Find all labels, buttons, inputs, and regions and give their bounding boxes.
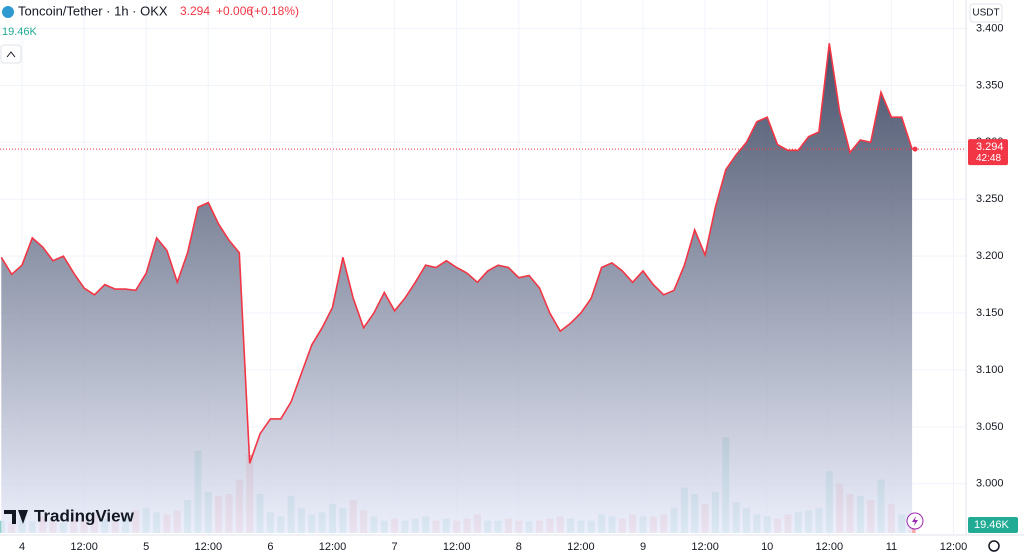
currency-button[interactable] xyxy=(969,3,1003,23)
x-tick-label: 5 xyxy=(143,541,149,553)
y-tick-label: 3.150 xyxy=(976,307,1004,319)
x-tick-label: 12:00 xyxy=(816,541,844,553)
header-price: 3.294 xyxy=(180,4,210,18)
symbol: Toncoin/Tether · 1h · OKX xyxy=(18,3,168,18)
price-badge-countdown: 42:48 xyxy=(976,153,1001,164)
collapse-button[interactable] xyxy=(0,44,22,64)
x-tick-label: 10 xyxy=(761,541,773,553)
x-tick-label: 12:00 xyxy=(319,541,347,553)
y-tick-label: 3.000 xyxy=(976,478,1004,490)
y-tick-label: 3.050 xyxy=(976,421,1004,433)
tv-logo xyxy=(4,510,28,524)
x-tick-label: 9 xyxy=(640,541,646,553)
x-tick-label: 12:00 xyxy=(443,541,471,553)
y-tick-label: 3.100 xyxy=(976,364,1004,376)
volume-badge xyxy=(968,517,1018,533)
plot xyxy=(0,43,966,534)
y-tick-label: 3.400 xyxy=(976,22,1004,34)
axes: 3.0003.0503.1003.1503.2003.2503.3003.350… xyxy=(19,22,1018,553)
y-tick-label: 3.200 xyxy=(976,250,1004,262)
currency: USDT xyxy=(972,8,999,19)
x-tick-label: 7 xyxy=(392,541,398,553)
alert-bolt xyxy=(912,516,918,526)
header-volume: 19.46K xyxy=(2,26,38,38)
collapse-icon xyxy=(6,51,16,58)
area-fill xyxy=(1,43,913,534)
y-tick-label: 3.350 xyxy=(976,79,1004,91)
y-tick-label: 3.250 xyxy=(976,193,1004,205)
volume-badge-label: 19.46K xyxy=(974,519,1010,531)
price-badge-label: 3.294 xyxy=(976,141,1004,153)
x-tick-label: 6 xyxy=(267,541,273,553)
x-tick-label: 11 xyxy=(886,541,897,553)
x-tick-label: 12:00 xyxy=(691,541,719,553)
x-tick-label: 8 xyxy=(516,541,522,553)
x-tick-label: 12:00 xyxy=(567,541,595,553)
settings-icon[interactable] xyxy=(988,540,1000,552)
header-change: +0.006 xyxy=(216,4,253,18)
header-change-pct: (+0.18%) xyxy=(250,4,299,18)
watermark: TradingView xyxy=(34,506,135,525)
x-tick-label: 4 xyxy=(19,541,25,553)
price-line xyxy=(0,43,913,464)
x-tick-label: 12:00 xyxy=(195,541,223,553)
price-badge xyxy=(968,139,1008,166)
symbol-logo xyxy=(2,6,14,18)
x-tick-label: 12:00 xyxy=(940,541,968,553)
x-tick-label: 12:00 xyxy=(70,541,98,553)
